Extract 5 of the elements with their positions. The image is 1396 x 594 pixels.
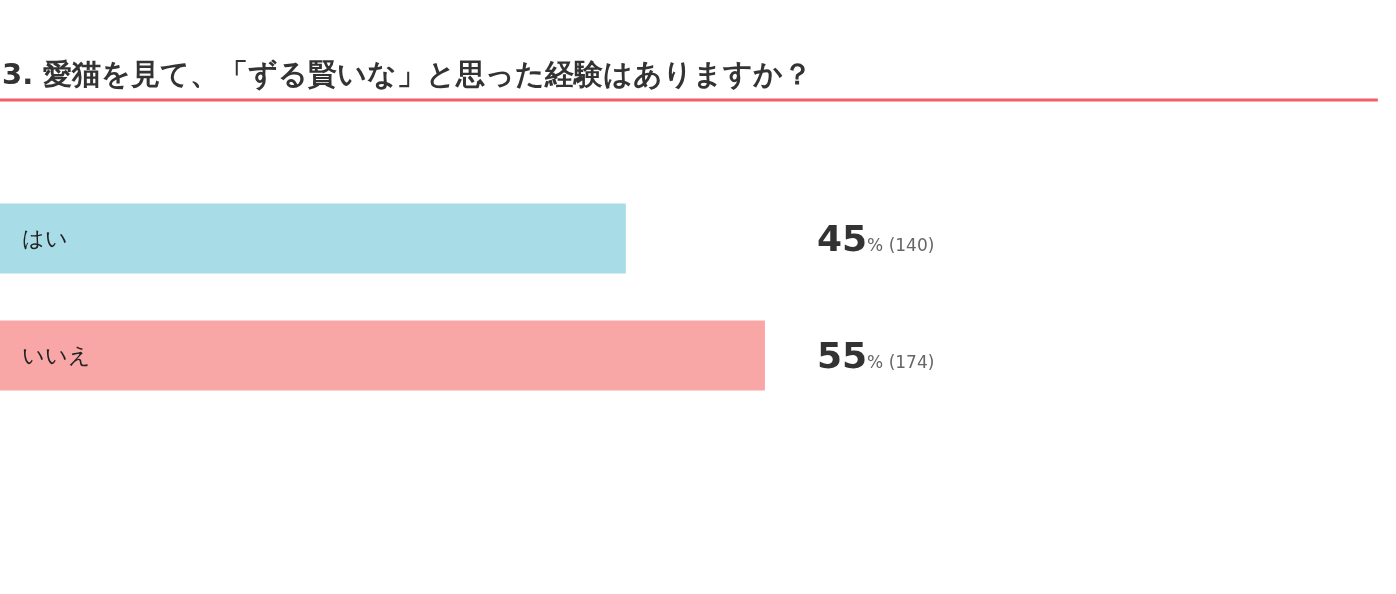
data-label: 55% (174) bbox=[817, 335, 935, 376]
y-tick-label: はい bbox=[22, 226, 68, 251]
y-tick-label: いいえ bbox=[22, 343, 91, 368]
chart-title: 3. 愛猫を見て、「ずる賢いな」と思った経験はありますか？ bbox=[2, 57, 813, 91]
data-label: 45% (140) bbox=[817, 218, 935, 259]
